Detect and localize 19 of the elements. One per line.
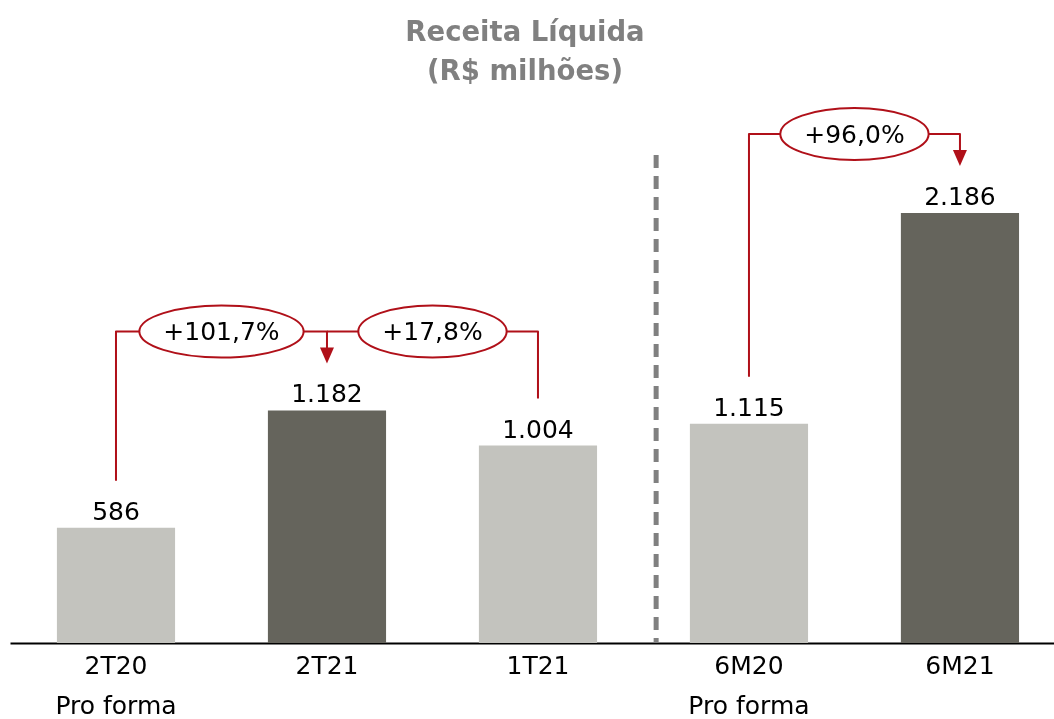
bar [56, 527, 176, 643]
x-tick-label: 6M20 Pro forma [688, 650, 810, 719]
bar [267, 410, 387, 643]
data-label: 1.182 [291, 379, 363, 409]
data-label: 1.004 [502, 414, 574, 444]
annotation: +17,8% [382, 317, 483, 347]
data-label: 586 [92, 496, 140, 526]
text: +96,0% [804, 120, 905, 149]
annotation: +101,7% [163, 317, 280, 347]
bar [689, 423, 809, 643]
data-label: 2.186 [924, 182, 996, 211]
bar [900, 213, 1020, 643]
data-label: 1.115 [713, 392, 785, 422]
x-tick-label: 2T20 Pro forma [55, 650, 177, 719]
x-tick-label: 2T21 [295, 650, 359, 680]
x-tick-label: 6M21 [925, 650, 995, 680]
x-tick-label: 1T21 [506, 650, 570, 680]
chart-title: Receita Líquida (R$ milhões) [405, 14, 645, 86]
bar [478, 445, 598, 643]
